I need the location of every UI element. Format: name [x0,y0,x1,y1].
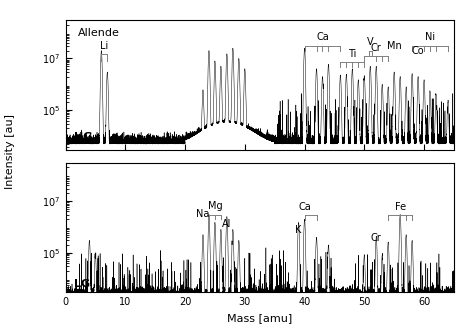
Text: HG: HG [74,132,93,142]
Text: Mg: Mg [208,201,222,211]
Text: LG: LG [74,279,91,289]
Text: Na: Na [196,209,210,219]
Text: Mn: Mn [387,41,402,51]
Text: Cr: Cr [371,233,381,243]
Text: Cr: Cr [371,43,381,53]
Text: Ni: Ni [425,32,435,42]
Text: Allende: Allende [78,28,119,38]
X-axis label: Mass [amu]: Mass [amu] [227,313,292,323]
Text: Ca: Ca [316,32,329,42]
Text: K: K [295,225,302,235]
Text: Co: Co [412,46,424,56]
Text: Al: Al [222,219,232,229]
Text: Ca: Ca [298,202,311,212]
Text: Ti: Ti [348,49,357,59]
Text: Fe: Fe [395,202,406,212]
Text: Intensity [au]: Intensity [au] [5,114,15,189]
Text: V: V [367,37,373,47]
Text: Li: Li [100,41,109,51]
